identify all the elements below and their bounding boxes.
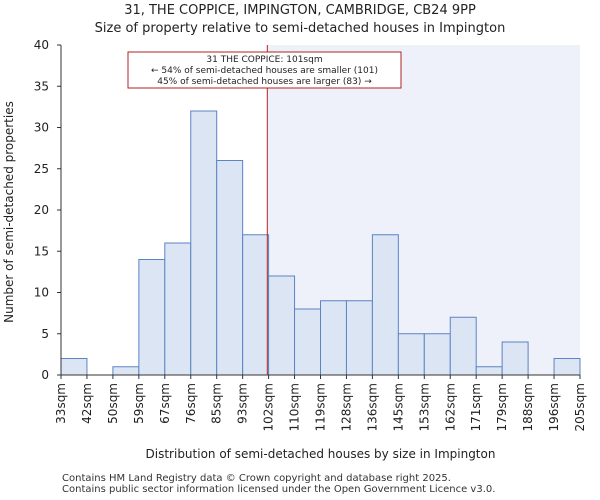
x-tick-label: 110sqm <box>288 383 302 431</box>
y-tick-label: 30 <box>34 121 49 135</box>
bar-85sqm <box>216 160 244 376</box>
x-tick-label: 145sqm <box>391 383 405 431</box>
x-tick-label: 93sqm <box>236 383 250 424</box>
bar-196sqm <box>553 358 581 376</box>
bar-33sqm <box>60 358 88 376</box>
x-tick-label: 119sqm <box>314 383 328 431</box>
annotation-box <box>127 51 402 89</box>
annotation-line-1: 31 THE COPPICE: 101sqm <box>206 55 322 65</box>
bar-145sqm <box>397 333 425 376</box>
x-tick-label: 50sqm <box>106 383 120 424</box>
x-tick-label: 153sqm <box>417 383 431 431</box>
x-tick-label: 171sqm <box>469 383 483 431</box>
bar-136sqm <box>371 234 399 376</box>
bar-50sqm <box>112 366 140 376</box>
x-axis-label: Distribution of semi-detached houses by … <box>146 447 496 461</box>
x-tick-label: 67sqm <box>158 383 172 424</box>
bar-102sqm <box>268 275 296 376</box>
y-tick-label: 10 <box>34 286 49 300</box>
y-tick-label: 20 <box>34 203 49 217</box>
y-axis-label: Number of semi-detached properties <box>2 101 16 323</box>
y-tick-label: 35 <box>34 79 49 93</box>
x-tick-label: 42sqm <box>80 383 94 424</box>
bar-110sqm <box>294 308 321 376</box>
annotation-line-2: ← 54% of semi-detached houses are smalle… <box>151 66 378 76</box>
x-tick-label: 59sqm <box>132 383 146 424</box>
bar-119sqm <box>320 300 347 376</box>
bar-67sqm <box>164 242 192 376</box>
x-tick-label: 128sqm <box>339 383 353 431</box>
x-tick-label: 196sqm <box>547 383 561 431</box>
x-tick-label: 179sqm <box>495 383 509 431</box>
bar-76sqm <box>190 110 218 376</box>
x-tick-label: 188sqm <box>521 383 535 431</box>
bar-128sqm <box>345 300 373 376</box>
x-tick-label: 33sqm <box>54 383 68 424</box>
footer-line-2: Contains public sector information licen… <box>62 484 496 495</box>
x-tick-label: 205sqm <box>573 383 587 431</box>
chart-subtitle: Size of property relative to semi-detach… <box>94 21 506 36</box>
y-tick-label: 15 <box>34 244 49 258</box>
x-tick-label: 76sqm <box>184 383 198 424</box>
bar-179sqm <box>501 341 529 376</box>
y-tick-label: 25 <box>34 162 49 176</box>
y-tick-label: 40 <box>34 38 49 52</box>
chart-title: 31, THE COPPICE, IMPINGTON, CAMBRIDGE, C… <box>124 3 476 18</box>
y-tick-label: 0 <box>41 368 49 382</box>
x-tick-label: 102sqm <box>262 383 276 431</box>
annotation-line-3: 45% of semi-detached houses are larger (… <box>157 77 372 87</box>
y-tick-label: 5 <box>41 327 49 341</box>
bar-93sqm <box>242 234 270 376</box>
footer-line-1: Contains HM Land Registry data © Crown c… <box>62 473 451 484</box>
x-tick-label: 136sqm <box>365 383 379 431</box>
bar-162sqm <box>449 316 477 376</box>
bar-153sqm <box>423 333 451 376</box>
bar-59sqm <box>138 259 166 376</box>
bar-171sqm <box>475 366 503 376</box>
x-tick-label: 162sqm <box>443 383 457 431</box>
x-tick-label: 85sqm <box>210 383 224 424</box>
